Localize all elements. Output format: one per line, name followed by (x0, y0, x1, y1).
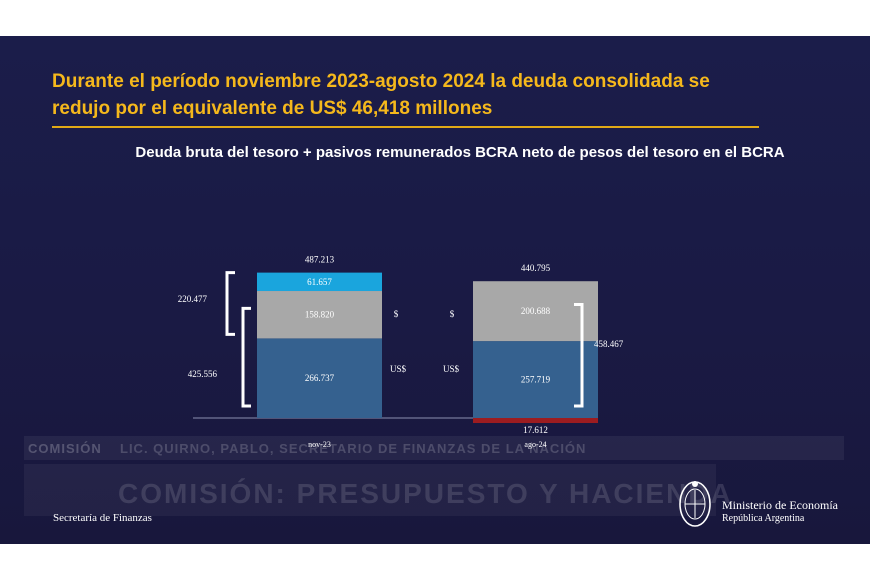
footer-secretaria: Secretaría de Finanzas (53, 512, 152, 524)
bar-value-label-nov-23-2: 158.820 (305, 310, 335, 320)
video-banner (24, 436, 844, 460)
ministry-name: Ministerio de Economía (722, 498, 838, 512)
bar-value-label-ago-24-1: 257.719 (521, 375, 551, 385)
bar-value-label-ago-24-2: 200.688 (521, 306, 551, 316)
annotation-peso-nov-23: $ (394, 309, 399, 319)
bar-value-label-nov-23-3: 61.657 (307, 277, 332, 287)
national-seal-icon (679, 481, 711, 527)
ministry-logo-text: Ministerio de Economía República Argenti… (722, 499, 838, 525)
bracket-label-458467: 458.467 (594, 339, 624, 349)
bracket-label-425556: 425.556 (188, 369, 218, 379)
bar-total-label-ago-24: 440.795 (521, 263, 551, 273)
bar-segment-nov-23-1 (257, 338, 382, 418)
headline: Durante el período noviembre 2023-agosto… (52, 71, 710, 119)
video-banner-subtitle: LIC. QUIRNO, PABLO, SECRETARIO DE FINANZ… (120, 441, 587, 456)
annotation-peso-ago-24: $ (450, 309, 455, 319)
bar-total-label-nov-23: 487.213 (305, 255, 335, 265)
bracket-nov-23-upper (225, 271, 235, 336)
presentation-slide: Durante el período noviembre 2023-agosto… (0, 36, 870, 544)
ministry-country: República Argentina (722, 513, 805, 524)
bar-value-label-ago-24-negative: 17.612 (523, 425, 548, 435)
x-tick-label-ago-24: ago-24 (524, 440, 546, 449)
bar-segment-nov-23-3 (257, 272, 382, 292)
annotation-usd-nov-23: US$ (390, 364, 407, 374)
video-banner-strip (24, 464, 716, 516)
video-banner-tag: COMISIÓN (28, 441, 102, 456)
bar-segment-nov-23-2 (257, 291, 382, 339)
bracket-nov-23-full (241, 306, 251, 408)
x-tick-label-nov-23: nov-23 (308, 440, 331, 449)
bracket-ago-24-full (574, 302, 584, 408)
annotation-usd-ago-24: US$ (443, 364, 460, 374)
video-banner-title: COMISIÓN: PRESUPUESTO Y HACIENDA (118, 478, 733, 509)
bar-value-label-nov-23-1: 266.737 (305, 373, 335, 383)
bar-segment-ago-24-2 (473, 281, 598, 342)
bar-segment-ago-24-negative (473, 418, 598, 423)
headline-underline (52, 126, 759, 128)
chart-title: Deuda bruta del tesoro + pasivos remuner… (135, 144, 785, 161)
stacked-bar-chart: 266.737 158.820 61.657 487.213 nov-23 257.719… (178, 255, 624, 449)
bracket-label-220477: 220.477 (178, 294, 208, 304)
